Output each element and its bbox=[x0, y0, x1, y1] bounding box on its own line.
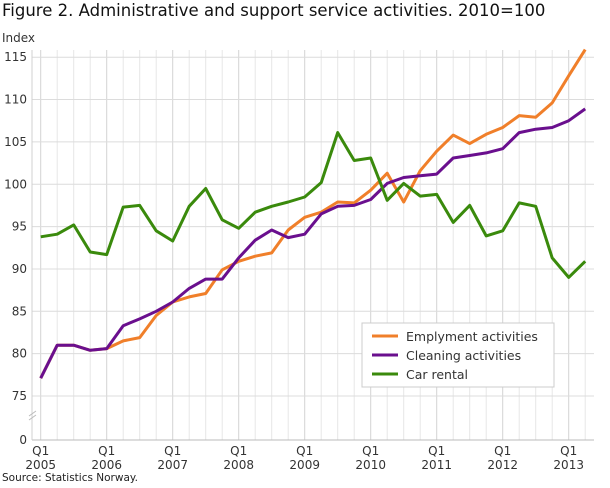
series-line-cleaning-activities bbox=[39, 107, 587, 379]
y-tick-label: 95 bbox=[12, 220, 27, 234]
x-tick-quarter: Q1 bbox=[32, 444, 49, 458]
y-tick-label: 90 bbox=[12, 262, 27, 276]
y-tick-label: 80 bbox=[12, 347, 27, 361]
x-tick-quarter: Q1 bbox=[494, 444, 511, 458]
x-tick-quarter: Q1 bbox=[296, 444, 313, 458]
y-tick-label: 85 bbox=[12, 304, 27, 318]
x-tick-quarter: Q1 bbox=[164, 444, 181, 458]
x-tick-year: 2006 bbox=[91, 458, 122, 470]
chart-title: Figure 2. Administrative and support ser… bbox=[2, 1, 546, 20]
x-tick-year: 2012 bbox=[487, 458, 518, 470]
x-tick-quarter: Q1 bbox=[428, 444, 445, 458]
x-tick-year: 2013 bbox=[553, 458, 584, 470]
y-tick-label: 110 bbox=[4, 93, 27, 107]
source-note: Source: Statistics Norway. bbox=[2, 472, 138, 484]
legend-label: Car rental bbox=[406, 367, 468, 382]
y-tick-label: 0 bbox=[19, 433, 27, 447]
line-chart: 07580859095100105110115IndexQ12005Q12006… bbox=[2, 31, 594, 470]
x-tick-year: 2011 bbox=[421, 458, 452, 470]
x-tick-year: 2008 bbox=[223, 458, 254, 470]
series-line-car-rental bbox=[40, 131, 587, 279]
x-tick-quarter: Q1 bbox=[230, 444, 247, 458]
x-tick-year: 2009 bbox=[289, 458, 320, 470]
y-tick-label: 105 bbox=[4, 135, 27, 149]
x-tick-quarter: Q1 bbox=[98, 444, 115, 458]
y-tick-label: 75 bbox=[12, 389, 27, 403]
y-tick-label: 115 bbox=[4, 50, 27, 64]
x-tick-quarter: Q1 bbox=[362, 444, 379, 458]
legend-label: Emplyment activities bbox=[406, 329, 538, 344]
x-tick-year: 2005 bbox=[25, 458, 56, 470]
axis-break-icon bbox=[28, 410, 37, 421]
y-axis-label: Index bbox=[2, 31, 35, 45]
series-line-emplyment-activities bbox=[39, 48, 587, 379]
legend-label: Cleaning activities bbox=[406, 348, 521, 363]
x-tick-year: 2007 bbox=[157, 458, 188, 470]
y-tick-label: 100 bbox=[4, 177, 27, 191]
x-tick-quarter: Q1 bbox=[560, 444, 577, 458]
x-tick-year: 2010 bbox=[355, 458, 386, 470]
